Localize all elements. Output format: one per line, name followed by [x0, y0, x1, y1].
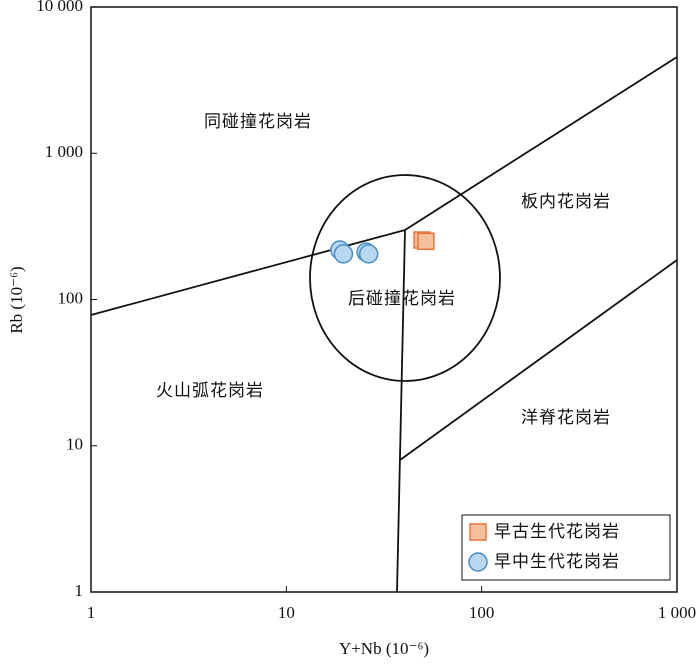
- x-tick-label: 1 000: [658, 603, 696, 622]
- boundary-line: [399, 259, 678, 461]
- data-point: [417, 232, 435, 251]
- y-tick-label: 10: [66, 435, 83, 454]
- legend-marker: [468, 552, 488, 572]
- x-tick-label: 100: [469, 603, 495, 622]
- boundary-line: [396, 229, 406, 593]
- y-axis-label: Rb (10⁻⁶): [7, 266, 26, 333]
- y-tick-label: 1: [75, 581, 84, 600]
- legend-label: 早古生代花岗岩: [494, 522, 620, 542]
- post-collision-circle: [309, 174, 501, 382]
- field-label: 板内花岗岩: [521, 192, 611, 212]
- legend-box: [461, 514, 671, 581]
- y-tick-label: 100: [58, 288, 84, 307]
- y-tick-label: 10 000: [36, 0, 83, 15]
- x-tick-label: 10: [278, 603, 295, 622]
- field-label: 后碰撞花岗岩: [348, 289, 456, 309]
- boundary-line: [90, 56, 678, 316]
- y-tick-label: 1 000: [45, 142, 83, 161]
- x-axis-label: Y+Nb (10⁻⁶): [339, 639, 429, 658]
- legend-marker: [469, 523, 487, 541]
- field-boundaries: [90, 56, 678, 593]
- data-point: [358, 244, 379, 264]
- data-point: [333, 244, 354, 264]
- x-tick-label: 1: [87, 603, 96, 622]
- legend-label: 早中生代花岗岩: [494, 552, 620, 572]
- field-label: 洋脊花岗岩: [521, 408, 611, 428]
- field-label: 同碰撞花岗岩: [204, 112, 312, 132]
- field-label: 火山弧花岗岩: [156, 381, 264, 401]
